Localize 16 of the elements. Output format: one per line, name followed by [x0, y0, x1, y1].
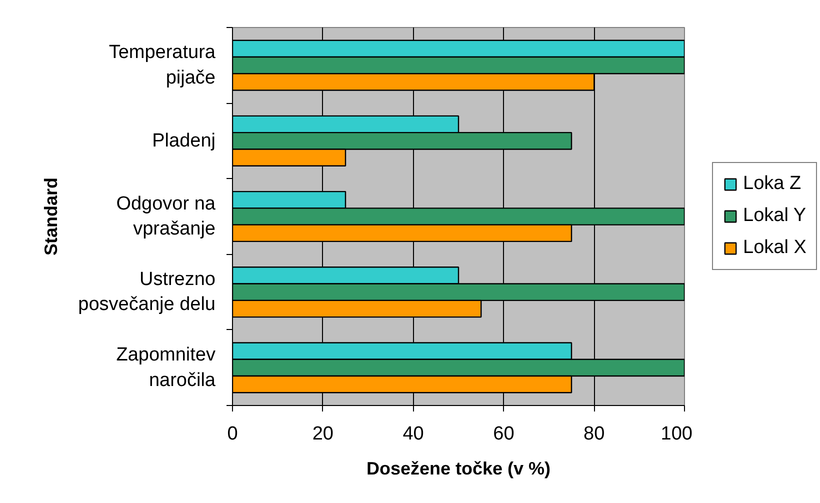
y-tick-label: Odgovor na vprašanje — [116, 193, 216, 240]
x-tick-label: 20 — [312, 424, 334, 444]
x-tick-label: 40 — [402, 424, 424, 444]
x-axis-title: Dosežene točke (v %) — [366, 458, 551, 478]
y-axis-title: Standard — [41, 177, 62, 256]
x-tick-label: 0 — [227, 424, 238, 444]
x-tick-label: 60 — [493, 424, 514, 444]
y-tick-label: Zapomnitev naročila — [116, 344, 216, 391]
x-tick-label: 80 — [584, 424, 605, 444]
y-tick-label: Ustrezno posvečanje delu — [78, 269, 216, 316]
legend-label: Lokal X — [743, 237, 806, 259]
x-tick-label: 100 — [660, 424, 692, 444]
y-tick-label: Temperatura pijače — [108, 42, 216, 88]
legend-label: Lokal Y — [743, 205, 806, 227]
legend-label: Loka Z — [743, 173, 802, 195]
y-tick-label: Pladenj — [152, 130, 216, 152]
